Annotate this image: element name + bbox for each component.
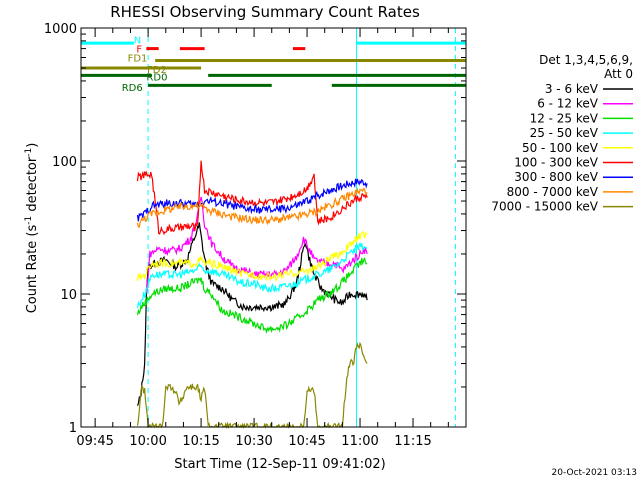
legend-entry-label: 3 - 6 keV bbox=[545, 82, 599, 96]
x-tick-label: 09:45 bbox=[76, 434, 113, 449]
x-tick-label: 11:15 bbox=[394, 434, 431, 449]
x-tick-label: 10:00 bbox=[129, 434, 166, 449]
y-axis: 1 10 100 1000 bbox=[44, 22, 466, 436]
x-axis-label: Start Time (12-Sep-11 09:41:02) bbox=[174, 457, 385, 472]
legend-entry-label: 6 - 12 keV bbox=[537, 97, 599, 111]
legend-entry-label: 25 - 50 keV bbox=[530, 126, 599, 140]
series-line-0 bbox=[136, 222, 368, 406]
series-line-6 bbox=[136, 178, 368, 222]
annotation-label-fd2: FD2 bbox=[147, 65, 167, 76]
y-axis-label-exp1: -1 bbox=[24, 216, 34, 225]
series-line-7 bbox=[136, 187, 368, 228]
legend-entry-label: 300 - 800 keV bbox=[514, 170, 598, 184]
y-tick-label: 1 bbox=[69, 421, 77, 436]
x-tick-label: 10:15 bbox=[182, 434, 219, 449]
legend-entry-label: 12 - 25 keV bbox=[530, 111, 599, 125]
x-axis: 09:45 10:00 10:15 10:30 10:45 11:00 11:15 bbox=[76, 28, 449, 449]
series-line-2 bbox=[136, 257, 368, 335]
legend-entry-label: 800 - 7000 keV bbox=[507, 185, 599, 199]
footer-date: 20-Oct-2021 03:13 bbox=[552, 468, 637, 478]
y-tick-label: 10 bbox=[60, 288, 77, 303]
y-axis-label: Count Rate (s-1 detector-1) bbox=[24, 143, 40, 314]
legend-header-line2: Att 0 bbox=[604, 67, 633, 81]
series-line-4 bbox=[136, 230, 368, 282]
y-axis-label-end: ) bbox=[25, 143, 40, 148]
chart-title: RHESSI Observing Summary Count Rates bbox=[110, 3, 420, 21]
y-tick-label: 1000 bbox=[44, 22, 77, 37]
y-axis-label-mid: detector bbox=[25, 156, 40, 216]
series-line-1 bbox=[145, 196, 368, 294]
y-axis-label-exp2: -1 bbox=[24, 148, 34, 157]
series-line-3 bbox=[136, 241, 368, 309]
annotation-label-rd0: RD0 bbox=[146, 73, 167, 84]
series-line-8 bbox=[136, 341, 368, 430]
y-axis-label-main: Count Rate (s bbox=[25, 225, 40, 314]
annotation-label-f: F bbox=[136, 45, 142, 56]
legend-header-line1: Det 1,3,4,5,6,9, bbox=[539, 53, 633, 67]
legend-entry-label: 50 - 100 keV bbox=[522, 141, 599, 155]
x-tick-label: 11:00 bbox=[341, 434, 378, 449]
legend-entry-label: 7000 - 15000 keV bbox=[491, 200, 598, 214]
series-line-5 bbox=[136, 160, 368, 236]
y-tick-label: 100 bbox=[52, 155, 77, 170]
annotation-label-n: N bbox=[134, 35, 141, 46]
plot-frame bbox=[80, 27, 467, 428]
annotation-label-fd1: FD1 bbox=[128, 54, 148, 65]
annotation-label-rd6: RD6 bbox=[122, 83, 143, 94]
x-tick-label: 10:30 bbox=[235, 434, 272, 449]
x-tick-label: 10:45 bbox=[288, 434, 325, 449]
legend-entry-label: 100 - 300 keV bbox=[514, 156, 598, 170]
